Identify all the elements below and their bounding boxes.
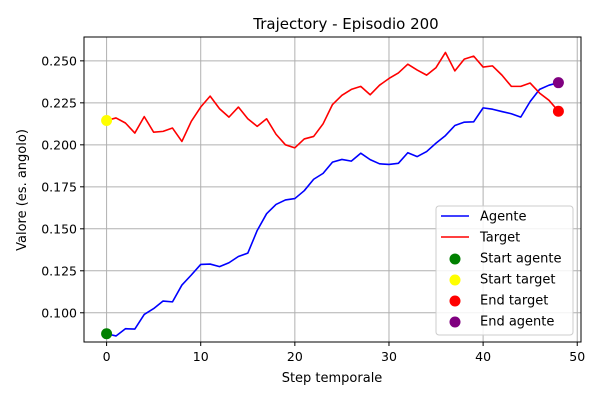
x-tick-label: 10 — [193, 349, 209, 364]
scatter-markers — [101, 77, 564, 340]
x-tick-label: 20 — [287, 349, 303, 364]
y-tick-label: 0.125 — [41, 263, 77, 278]
series-line-agente — [105, 81, 560, 337]
legend-box — [435, 205, 574, 336]
legend-label: Start target — [480, 273, 555, 288]
y-tick-label: 0.150 — [41, 221, 77, 236]
x-tick-label: 40 — [475, 349, 491, 364]
x-axis-label: Step temporale — [282, 371, 383, 386]
marker-end-target — [552, 105, 564, 117]
legend: Agente Target Start agente Start target End … — [435, 205, 574, 336]
legend-marker-start-target — [449, 274, 461, 286]
x-tick-label: 30 — [381, 349, 397, 364]
plot-frame — [83, 36, 582, 343]
y-tick-label: 0.250 — [41, 53, 77, 68]
marker-end-agente — [552, 77, 564, 89]
y-tick-label: 0.225 — [41, 95, 77, 110]
y-tick-label: 0.100 — [41, 305, 77, 320]
axis-ticks: 0 10 20 30 40 50 0.100 0.125 0.150 0.175 0.200 0.22… — [41, 53, 585, 364]
marker-start-agente — [101, 328, 113, 340]
marker-start-target — [101, 114, 113, 126]
x-tick-label: 50 — [569, 349, 585, 364]
legend-label: Agente — [480, 210, 526, 225]
legend-marker-end-agente — [449, 316, 461, 328]
legend-label: End agente — [480, 315, 554, 330]
x-tick-label: 0 — [103, 349, 111, 364]
grid-lines — [84, 37, 581, 342]
y-tick-label: 0.175 — [41, 179, 77, 194]
legend-label: Start agente — [480, 252, 561, 267]
series-lines — [105, 51, 560, 337]
legend-label: End target — [480, 294, 548, 309]
legend-marker-start-agente — [449, 253, 461, 265]
y-tick-label: 0.200 — [41, 137, 77, 152]
legend-label: Target — [479, 231, 520, 246]
y-axis-label: Valore (es. angolo) — [15, 129, 30, 251]
series-line-target — [105, 51, 560, 149]
legend-marker-end-target — [449, 295, 461, 307]
chart-title: Trajectory - Episodio 200 — [252, 15, 438, 33]
